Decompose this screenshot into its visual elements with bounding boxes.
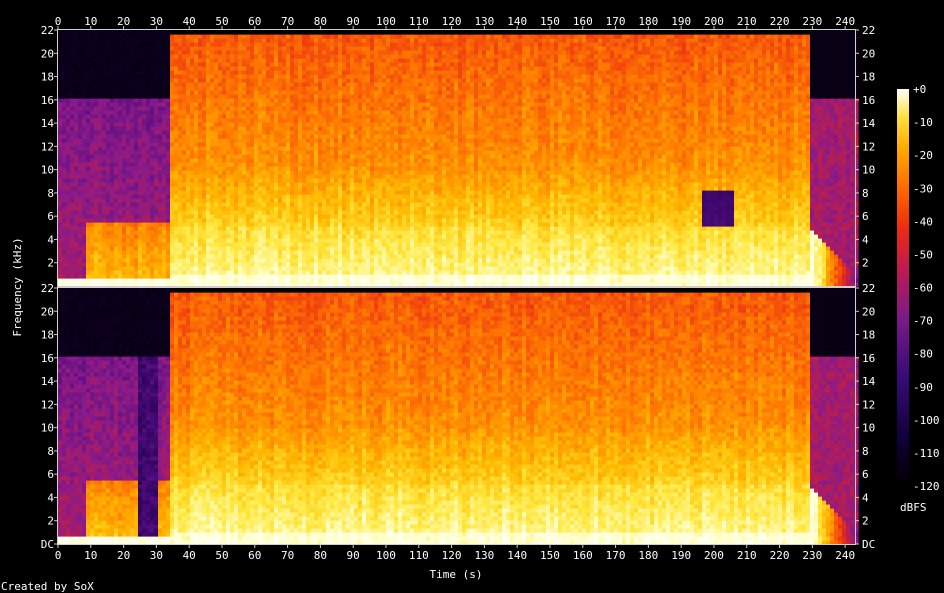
y-tick-label-left: 12: [41, 398, 54, 411]
y-tick-label-left: 22: [41, 24, 54, 37]
y-tick-label-right: 2: [862, 515, 869, 528]
y-tick-label-left: 2: [47, 257, 54, 270]
colorbar-tick-label: -40: [913, 215, 933, 228]
x-axis-top: 0 10 20 30 40 50 60 70 80 90 100 110 120 130 140 150 160…: [55, 15, 855, 29]
x-tick-label-bottom: 80: [314, 549, 327, 562]
x-tick-label-bottom: 100: [376, 549, 396, 562]
x-axis-bottom: 0 10 20 30 40 50 60 70 80 90 100 110 120 130 140 150 160…: [55, 545, 855, 562]
y-tick-label-left: 18: [41, 329, 54, 342]
x-tick-label-bottom: 50: [215, 549, 228, 562]
y-tick-label-right: 12: [862, 140, 875, 153]
credit-text: Created by SoX: [1, 580, 94, 593]
y-tick-label-left: 20: [41, 47, 54, 60]
x-tick-label-bottom: 110: [409, 549, 429, 562]
x-tick-label-bottom: 200: [704, 549, 724, 562]
colorbar-tick-label: -30: [913, 182, 933, 195]
colorbar-tick-label: -110: [913, 447, 940, 460]
x-tick-label-bottom: 10: [84, 549, 97, 562]
y-tick-label-right: 10: [862, 422, 875, 435]
spectrogram-channel-1: [58, 30, 859, 287]
colorbar-tick-label: -80: [913, 348, 933, 361]
colorbar-tick-label: -50: [913, 248, 933, 261]
x-tick-label-bottom: 30: [150, 549, 163, 562]
y-tick-label-right: 6: [862, 468, 869, 481]
y-tick-label-left: 18: [41, 71, 54, 84]
y-tick-label-right: 22: [862, 282, 875, 295]
y-tick-label-left: 2: [47, 515, 54, 528]
x-tick-label-bottom: 60: [248, 549, 261, 562]
y-tick-label-right: 2: [862, 257, 869, 270]
y-tick-label-right: 20: [862, 305, 875, 318]
colorbar-tick-label: -90: [913, 381, 933, 394]
x-tick-label-bottom: 90: [347, 549, 360, 562]
y-tick-label-left: 8: [47, 187, 54, 200]
x-tick-label-bottom: 240: [835, 549, 855, 562]
y-tick-label-left: 6: [47, 468, 54, 481]
colorbar-label: dBFS: [900, 501, 927, 514]
y-tick-label-right: DC: [862, 538, 875, 551]
x-tick-label-bottom: 130: [474, 549, 494, 562]
y-tick-label-left: 20: [41, 305, 54, 318]
colorbar-ticks: +0 -10 -20 -30 -40 -50 -60 -70 -80 -90 -100 -110 -12…: [913, 83, 940, 493]
x-tick-label-bottom: 210: [737, 549, 757, 562]
y-tick-label-left: DC: [41, 538, 54, 551]
x-tick-label-bottom: 0: [55, 549, 62, 562]
colorbar-tick-label: -10: [913, 116, 933, 129]
colorbar-tick-label: -60: [913, 282, 933, 295]
y-tick-label-right: 4: [862, 233, 869, 246]
x-tick-label-bottom: 190: [671, 549, 691, 562]
y-tick-label-left: 16: [41, 352, 54, 365]
colorbar-tick-label: -70: [913, 315, 933, 328]
y-tick-label-left: 6: [47, 210, 54, 223]
y-tick-label-right: 4: [862, 491, 869, 504]
x-tick-label-bottom: 150: [540, 549, 560, 562]
y-tick-label-right: 10: [862, 164, 875, 177]
x-tick-label-bottom: 120: [442, 549, 462, 562]
y-tick-label-right: 16: [862, 94, 875, 107]
y-tick-label-right: 22: [862, 24, 875, 37]
y-tick-label-right: 14: [862, 375, 876, 388]
y-tick-label-right: 18: [862, 71, 875, 84]
x-axis-label: Time (s): [430, 568, 483, 581]
x-tick-label-bottom: 70: [281, 549, 294, 562]
y-tick-label-right: 20: [862, 47, 875, 60]
y-tick-label-left: 8: [47, 445, 54, 458]
y-tick-label-right: 12: [862, 398, 875, 411]
x-tick-label-bottom: 20: [117, 549, 130, 562]
y-tick-label-left: 14: [41, 375, 55, 388]
x-tick-label-bottom: 140: [507, 549, 527, 562]
y-tick-label-left: 10: [41, 422, 54, 435]
y-tick-label-right: 8: [862, 187, 869, 200]
y-tick-label-right: 8: [862, 445, 869, 458]
x-tick-label-bottom: 180: [638, 549, 658, 562]
y-tick-label-left: 10: [41, 164, 54, 177]
y-tick-label-left: 16: [41, 94, 54, 107]
x-tick-label-bottom: 170: [606, 549, 626, 562]
x-tick-label-bottom: 230: [802, 549, 822, 562]
colorbar-tick-label: -20: [913, 149, 933, 162]
y-tick-label-left: 12: [41, 140, 54, 153]
colorbar-tick-label: -120: [913, 480, 940, 493]
y-tick-label-right: 16: [862, 352, 875, 365]
colorbar-tick-label: +0: [913, 83, 926, 96]
x-tick-label-bottom: 220: [770, 549, 790, 562]
x-tick-label-bottom: 160: [573, 549, 593, 562]
y-tick-label-left: 14: [41, 117, 55, 130]
y-tick-label-right: 18: [862, 329, 875, 342]
y-tick-label-left: 22: [41, 282, 54, 295]
spectrogram-channel-2: [58, 288, 859, 545]
x-tick-label-bottom: 40: [183, 549, 196, 562]
colorbar: [897, 89, 909, 486]
y-tick-label-right: 14: [862, 117, 876, 130]
y-tick-label-left: 4: [47, 491, 54, 504]
y-tick-label-right: 6: [862, 210, 869, 223]
y-axis-label: Frequency (kHz): [11, 237, 24, 336]
y-tick-label-left: 4: [47, 233, 54, 246]
colorbar-tick-label: -100: [913, 414, 940, 427]
